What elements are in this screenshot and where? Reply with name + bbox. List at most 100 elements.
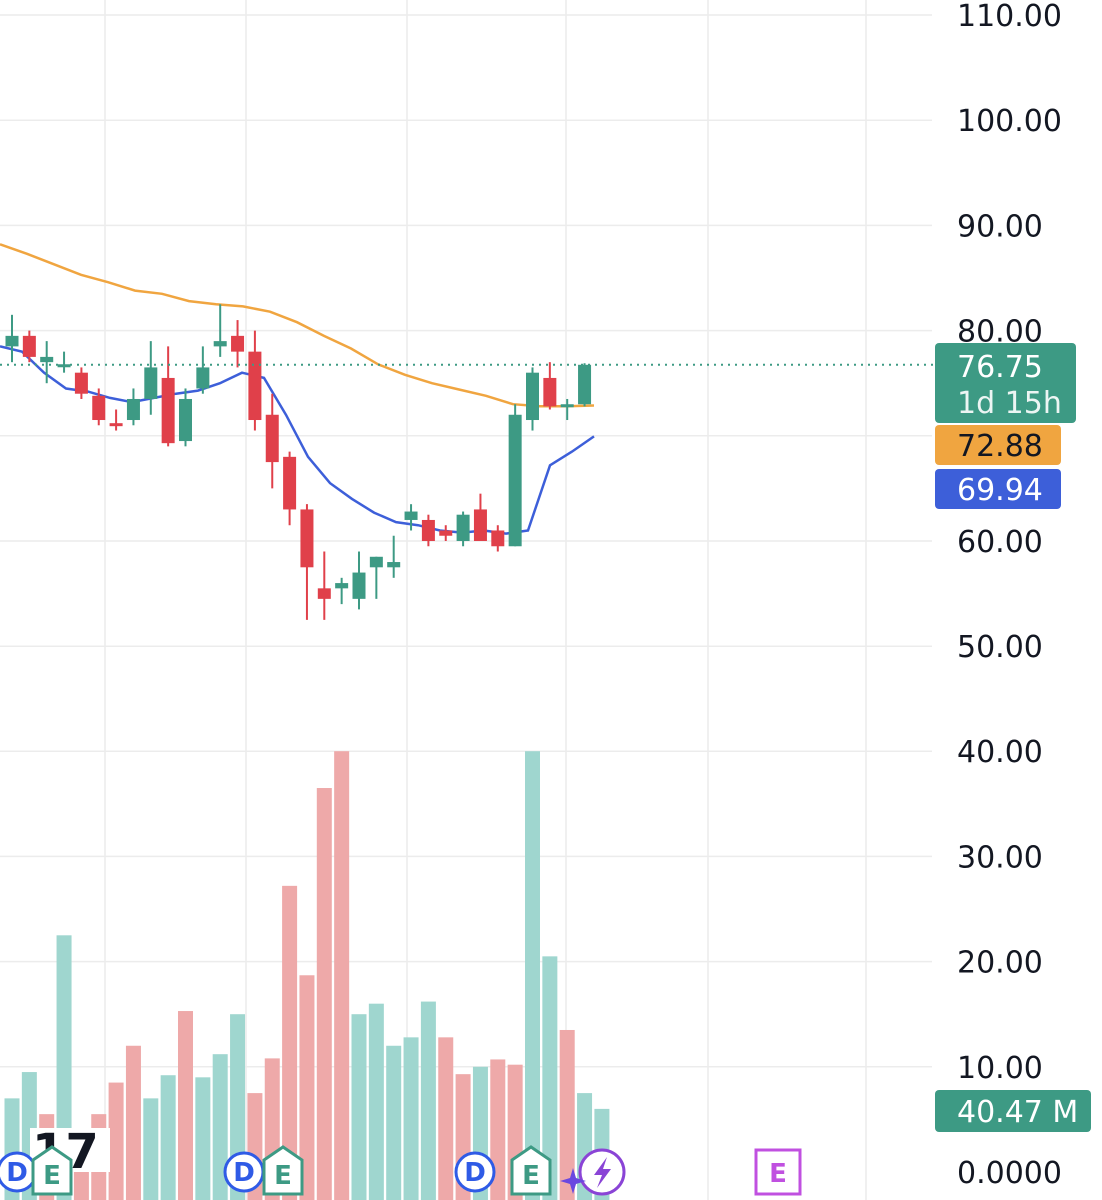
upcoming-earnings-marker-box <box>754 1148 802 1196</box>
upcoming-earnings-marker-letter: E <box>769 1159 787 1189</box>
slow-ma-tag: 72.88 <box>935 425 1061 465</box>
fast-ma-tag-bg <box>935 469 1061 509</box>
volume-bar <box>334 751 350 1200</box>
lightning-event-marker[interactable] <box>560 1148 626 1196</box>
candle-body <box>526 372 539 421</box>
slow-moving-average-line <box>0 243 595 408</box>
price-tick-label: 110.00 <box>957 0 1062 34</box>
volume-value: 40.47 M <box>957 1095 1078 1130</box>
lightning-icon <box>594 1157 611 1188</box>
volume-bar <box>420 1001 436 1200</box>
volume-bar <box>368 1003 384 1200</box>
earnings-marker-letter: E <box>522 1161 540 1191</box>
candle-body <box>473 509 487 541</box>
volume-bar <box>143 1098 159 1200</box>
volume-bar <box>403 1037 419 1200</box>
volume-axis[interactable]: 40.00 30.00 20.00 10.00 0.0000 <box>957 735 1062 1191</box>
volume-bar <box>195 1077 211 1200</box>
candle-body <box>387 562 401 568</box>
price-tick-label: 50.00 <box>957 630 1043 665</box>
candle-body <box>126 398 140 421</box>
volume-tag: 40.47 M <box>935 1090 1091 1132</box>
dividend-marker-letter: D <box>6 1158 28 1188</box>
dividend-marker-letter: D <box>233 1158 255 1188</box>
candle-body <box>543 377 557 407</box>
volume-tick-label: 0.0000 <box>957 1156 1062 1191</box>
price-tick-label: 100.00 <box>957 104 1062 139</box>
earnings-marker-shape <box>510 1145 552 1196</box>
candle-body <box>404 511 418 520</box>
event-markers[interactable]: D E D E D E E <box>0 1145 802 1196</box>
fast-ma-value: 69.94 <box>957 473 1043 508</box>
candle-body <box>456 514 470 541</box>
last-price-value: 76.75 <box>957 350 1043 385</box>
earnings-marker-shape <box>31 1145 73 1196</box>
last-price-tag-bg <box>935 343 1076 423</box>
dividend-marker[interactable]: D <box>223 1151 265 1193</box>
volume-bar <box>282 885 298 1200</box>
candle-body <box>196 367 210 389</box>
price-axis[interactable]: 110.00 100.00 90.00 80.00 60.00 50.00 <box>957 0 1062 665</box>
candle-body <box>491 530 505 547</box>
bar-countdown: 1d 15h <box>957 386 1062 421</box>
moving-average-lines <box>0 243 595 535</box>
candle-body <box>560 404 574 408</box>
dividend-marker-letter: D <box>464 1158 486 1188</box>
candle-body <box>231 335 245 352</box>
volume-bar <box>438 1037 454 1200</box>
candle-body <box>248 351 262 421</box>
candle-body <box>578 364 592 405</box>
volume-bar <box>386 1045 402 1200</box>
volume-bar <box>542 956 558 1200</box>
candle-body <box>439 530 453 536</box>
volume-bar <box>559 1029 575 1200</box>
volume-bar <box>299 975 315 1200</box>
volume-tick-label: 10.00 <box>957 1051 1043 1086</box>
volume-bar <box>108 1082 124 1200</box>
candle-body <box>317 588 331 599</box>
volume-bar <box>178 1011 193 1200</box>
candle-body <box>179 398 192 442</box>
volume-bar <box>316 788 332 1200</box>
volume-tick-label: 30.00 <box>957 840 1043 875</box>
candle-body <box>213 341 227 347</box>
chart-grid <box>0 0 932 1200</box>
candlesticks <box>5 304 592 620</box>
earnings-marker-letter: E <box>274 1161 292 1191</box>
candle-body <box>265 414 279 463</box>
upcoming-earnings-marker[interactable]: E <box>754 1148 802 1196</box>
volume-bars <box>4 751 610 1200</box>
candle-body <box>92 395 106 421</box>
candle-body <box>283 456 297 510</box>
dividend-marker[interactable]: D <box>454 1151 496 1193</box>
volume-tick-label: 40.00 <box>957 735 1043 770</box>
fast-moving-average-line <box>0 345 595 535</box>
last-price-tag: 76.75 1d 15h <box>935 343 1076 423</box>
volume-tick-label: 20.00 <box>957 946 1043 981</box>
candle-body <box>22 335 36 357</box>
candle-body <box>300 509 314 568</box>
candle-body <box>421 519 435 541</box>
candle-body <box>109 423 123 427</box>
price-tick-label: 60.00 <box>957 525 1043 560</box>
volume-bar <box>125 1045 141 1200</box>
slow-ma-tag-bg <box>935 425 1061 465</box>
sparkle-icon <box>560 1168 586 1194</box>
candle-body <box>508 414 522 547</box>
price-tick-label: 90.00 <box>957 209 1043 244</box>
dividend-marker[interactable]: D <box>0 1151 38 1193</box>
candle-body <box>144 367 158 399</box>
candle-body <box>40 356 54 363</box>
earnings-marker[interactable]: E <box>31 1145 73 1196</box>
candle-body <box>369 556 383 568</box>
volume-bar <box>212 1054 228 1200</box>
earnings-marker-shape <box>262 1145 304 1196</box>
earnings-marker[interactable]: E <box>510 1145 552 1196</box>
earnings-marker-letter: E <box>43 1161 61 1191</box>
slow-ma-value: 72.88 <box>957 429 1043 464</box>
volume-tag-bg <box>935 1090 1091 1132</box>
earnings-marker[interactable]: E <box>262 1145 304 1196</box>
candle-body <box>74 372 88 394</box>
volume-bar <box>160 1075 176 1200</box>
